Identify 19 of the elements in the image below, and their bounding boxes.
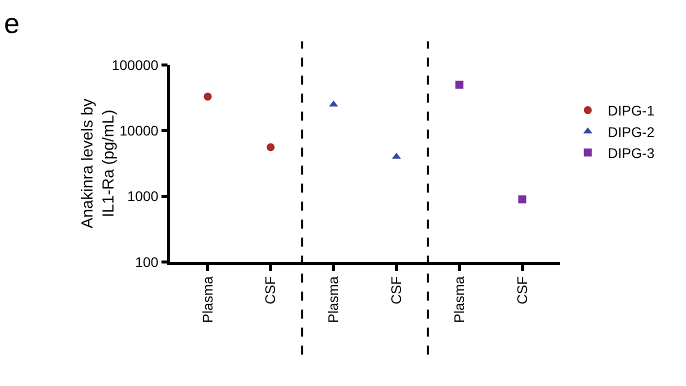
text: e (4, 8, 20, 39)
point (204, 92, 212, 101)
point (455, 80, 464, 89)
y-tick-label: 100000 (112, 56, 159, 73)
x-tick-label: CSF (514, 276, 530, 304)
y-tick-label: 100 (135, 254, 159, 270)
legend-label: DIPG-3 (608, 145, 655, 162)
point (518, 195, 526, 204)
y-tick-label: 10000 (120, 122, 159, 139)
y-axis-title: Anakinra levels by IL1-Ra (pg/mL) (80, 98, 118, 228)
legend-label: DIPG-1 (608, 102, 655, 119)
x-tick-label: CSF (262, 276, 278, 304)
x-tick-label: Plasma (199, 276, 216, 324)
x-tick-label: Plasma (325, 276, 342, 324)
x-tick-label: Plasma (450, 276, 467, 324)
y-tick-label: 1000 (127, 188, 159, 204)
x-tick-label: CSF (388, 276, 404, 304)
legend-label: DIPG-2 (608, 124, 655, 140)
point (266, 143, 275, 152)
